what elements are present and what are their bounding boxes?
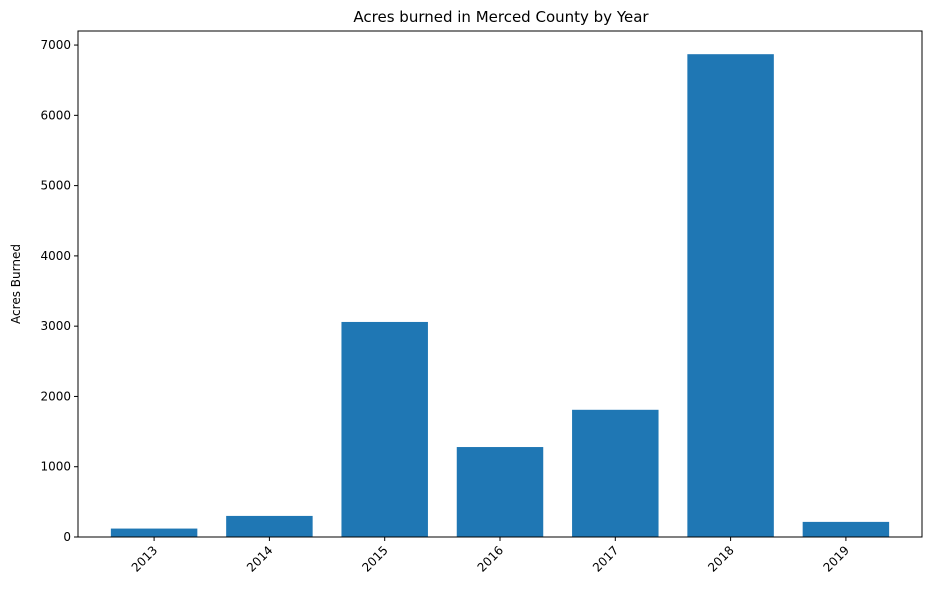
x-tick-label: 2019: [821, 543, 852, 574]
bar-2014: [226, 515, 313, 537]
x-axis: 2013 2014 2015 2016 2017 2018 2019: [129, 537, 852, 575]
x-tick-label: 2014: [244, 543, 275, 574]
y-tick-label: 0: [63, 530, 71, 544]
bar-2016: [456, 447, 544, 537]
y-tick-label: 6000: [40, 108, 71, 122]
bar-2015: [341, 321, 428, 537]
y-tick-label: 1000: [40, 460, 71, 474]
x-tick-label: 2017: [590, 543, 621, 574]
y-tick-label: 3000: [40, 319, 71, 333]
y-tick-label: 5000: [40, 179, 71, 193]
bar-2013: [110, 528, 198, 537]
y-tick-label: 4000: [40, 249, 71, 263]
y-tick-label: 7000: [40, 38, 71, 52]
chart-title: Acres burned in Merced County by Year: [353, 8, 649, 26]
bar-2017: [572, 409, 659, 537]
bar-2019: [802, 521, 890, 537]
x-tick-label: 2016: [475, 543, 506, 574]
bars-group: [110, 54, 890, 538]
plot-frame: [77, 30, 923, 538]
bar-2018: [687, 54, 774, 538]
y-axis-label: Acres Burned: [9, 244, 23, 324]
x-tick-label: 2015: [359, 543, 390, 574]
y-axis: 0 1000 2000 3000 4000 5000 6000 7000: [40, 38, 78, 544]
x-tick-label: 2013: [129, 543, 160, 574]
x-tick-label: 2018: [705, 543, 736, 574]
y-tick-label: 2000: [40, 389, 71, 403]
